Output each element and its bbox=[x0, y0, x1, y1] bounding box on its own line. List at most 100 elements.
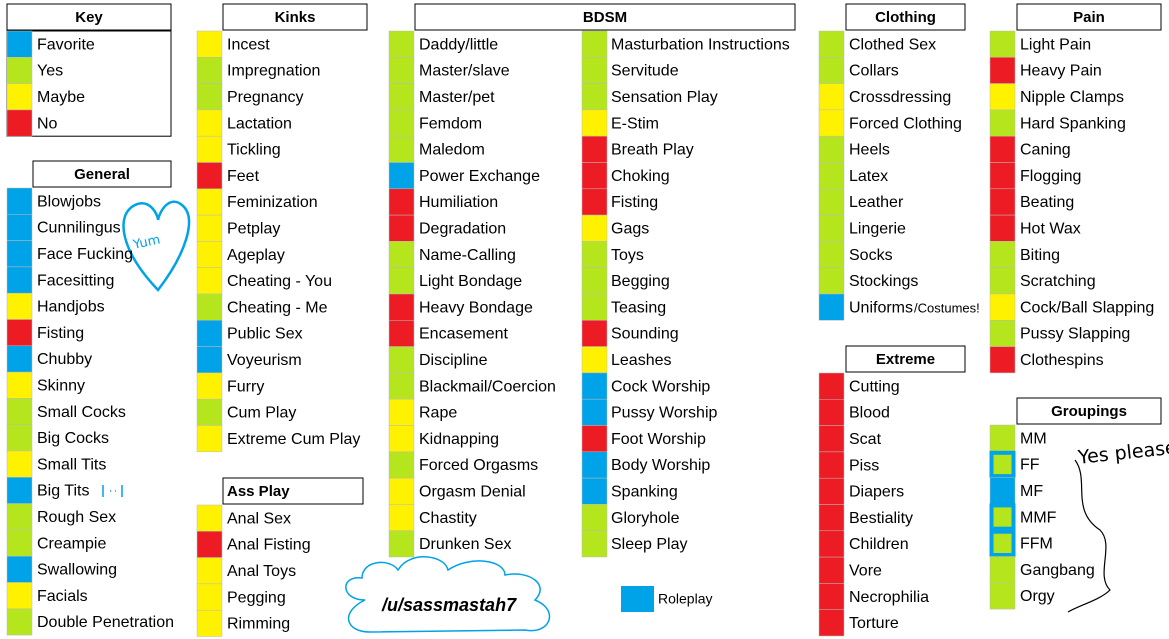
color-swatch bbox=[196, 293, 223, 321]
color-swatch bbox=[388, 425, 415, 453]
section-title: Groupings bbox=[1051, 403, 1127, 420]
color-swatch bbox=[989, 30, 1016, 58]
item-label: Chastity bbox=[419, 510, 477, 527]
color-swatch bbox=[196, 398, 223, 426]
section-title: Clothing bbox=[875, 9, 936, 26]
color-swatch bbox=[6, 477, 33, 504]
color-swatch bbox=[581, 162, 608, 190]
color-swatch bbox=[6, 30, 33, 58]
section-header-box bbox=[6, 3, 172, 31]
color-swatch bbox=[818, 556, 845, 584]
item-label: Cheating - You bbox=[227, 273, 332, 290]
yum-note: Yum bbox=[131, 233, 162, 254]
color-swatch bbox=[581, 425, 608, 453]
color-swatch bbox=[818, 425, 845, 453]
color-swatch bbox=[6, 450, 33, 478]
item-label: Incest bbox=[227, 36, 270, 53]
color-swatch bbox=[388, 346, 415, 374]
color-swatch bbox=[196, 425, 223, 453]
author-note: /u/sassmastah7 bbox=[381, 595, 517, 615]
item-label: Master/slave bbox=[419, 63, 510, 80]
color-swatch bbox=[196, 609, 223, 637]
color-swatch bbox=[388, 57, 415, 84]
item-label: Daddy/little bbox=[419, 36, 498, 53]
section-title: BDSM bbox=[583, 9, 627, 26]
item-label: MMF bbox=[1020, 509, 1057, 526]
color-swatch bbox=[388, 241, 415, 268]
item-label: Pregnancy bbox=[227, 89, 304, 106]
item-label: Discipline bbox=[419, 352, 488, 369]
item-label: Blackmail/Coercion bbox=[419, 378, 556, 395]
color-swatch bbox=[6, 529, 33, 557]
item-label: Tickling bbox=[227, 142, 281, 159]
item-label: Blowjobs bbox=[37, 193, 101, 210]
color-swatch bbox=[196, 83, 223, 111]
item-label: Anal Toys bbox=[227, 563, 296, 580]
section-title: Pain bbox=[1073, 9, 1105, 26]
item-label: MF bbox=[1020, 483, 1043, 500]
item-label: Degradation bbox=[419, 220, 506, 237]
color-swatch bbox=[818, 135, 845, 163]
color-swatch bbox=[581, 477, 608, 505]
color-swatch bbox=[818, 30, 845, 58]
section-header-box bbox=[1016, 3, 1162, 31]
item-label: Drunken Sex bbox=[419, 536, 512, 553]
item-label: Hard Spanking bbox=[1020, 115, 1126, 132]
color-swatch bbox=[388, 530, 415, 558]
item-label: Sounding bbox=[611, 326, 679, 343]
section-header-box bbox=[845, 345, 966, 373]
color-swatch bbox=[196, 557, 223, 585]
color-swatch bbox=[6, 371, 33, 399]
color-swatch bbox=[388, 293, 415, 321]
item-label: Encasement bbox=[419, 326, 508, 343]
color-swatch bbox=[388, 477, 415, 505]
item-label: Necrophilia bbox=[849, 589, 929, 606]
color-swatch bbox=[818, 241, 845, 268]
item-label: Ageplay bbox=[227, 247, 285, 264]
item-label: Cock Worship bbox=[611, 378, 710, 395]
color-swatch bbox=[581, 372, 608, 400]
item-label: Flogging bbox=[1020, 168, 1081, 185]
color-swatch bbox=[196, 346, 223, 374]
item-label: Impregnation bbox=[227, 63, 320, 80]
item-label: Foot Worship bbox=[611, 431, 706, 448]
item-label: Caning bbox=[1020, 142, 1071, 159]
item-label: Big Tits bbox=[37, 483, 89, 500]
item-label: Pussy Worship bbox=[611, 405, 718, 422]
color-swatch bbox=[989, 188, 1016, 216]
item-label: Scat bbox=[849, 431, 882, 448]
item-label: Leather bbox=[849, 194, 904, 211]
swatch-outline bbox=[989, 529, 1016, 558]
color-swatch bbox=[818, 214, 845, 242]
item-label: Choking bbox=[611, 168, 670, 185]
color-swatch bbox=[818, 504, 845, 532]
color-swatch bbox=[818, 372, 845, 400]
item-label: Rape bbox=[419, 405, 457, 422]
item-label: Light Pain bbox=[1020, 36, 1091, 53]
color-swatch bbox=[388, 109, 415, 137]
color-swatch bbox=[388, 188, 415, 216]
color-swatch bbox=[989, 293, 1016, 321]
color-swatch bbox=[388, 83, 415, 111]
color-swatch bbox=[6, 83, 33, 111]
item-label: Bestiality bbox=[849, 510, 913, 527]
color-swatch bbox=[989, 346, 1016, 374]
color-swatch bbox=[196, 57, 223, 84]
color-swatch bbox=[989, 556, 1016, 584]
color-swatch bbox=[388, 504, 415, 531]
section-title: Kinks bbox=[275, 9, 316, 26]
item-label: Fisting bbox=[611, 194, 658, 211]
color-swatch bbox=[818, 162, 845, 190]
color-swatch bbox=[818, 399, 845, 426]
color-swatch bbox=[818, 583, 845, 610]
item-label: Small Tits bbox=[37, 456, 106, 473]
color-swatch bbox=[388, 214, 415, 242]
section-header-box bbox=[32, 160, 172, 188]
color-swatch bbox=[989, 424, 1016, 452]
item-label: Femdom bbox=[419, 115, 482, 132]
item-label: Latex bbox=[849, 168, 888, 185]
swatch-outline bbox=[989, 503, 1016, 531]
item-label: Stockings bbox=[849, 273, 918, 290]
item-label: Petplay bbox=[227, 220, 280, 237]
